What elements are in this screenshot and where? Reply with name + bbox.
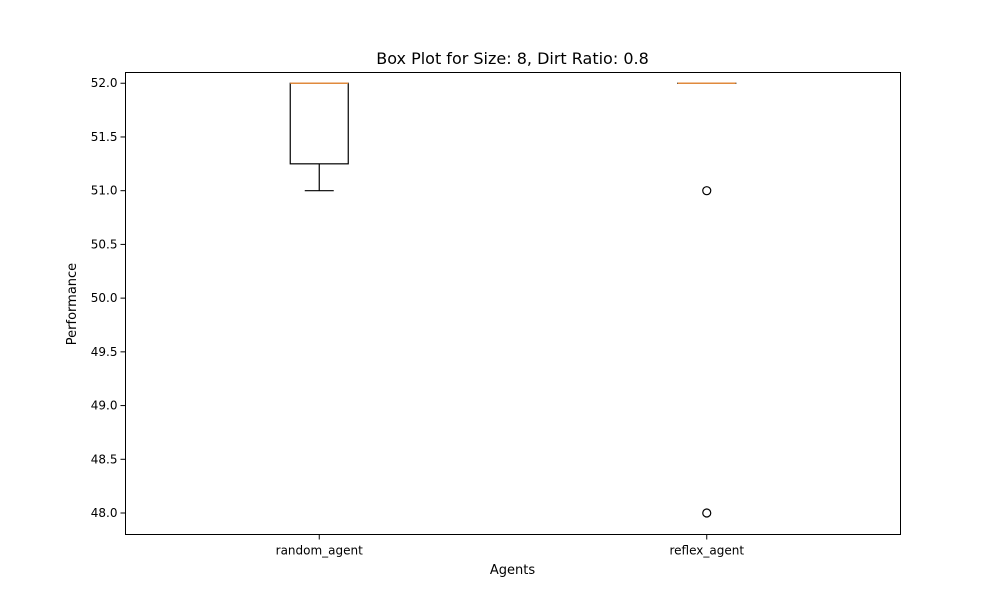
y-tick-label: 49.5 (91, 345, 118, 359)
y-tick-label: 49.0 (91, 399, 118, 413)
y-tick-label: 50.0 (91, 291, 118, 305)
x-axis: random_agent reflex_agent (276, 534, 744, 558)
boxes (289, 82, 737, 518)
chart-title: Box Plot for Size: 8, Dirt Ratio: 0.8 (376, 49, 649, 68)
x-tick-label: reflex_agent (669, 544, 744, 558)
y-axis: 48.0 48.5 49.0 49.5 50.0 50.5 51.0 51.5 52.0 (91, 76, 126, 520)
x-tick-label: random_agent (276, 544, 364, 558)
y-axis-label: Performance (65, 263, 80, 345)
x-axis-label: Agents (490, 563, 535, 578)
plot-frame (125, 72, 901, 535)
y-tick-label: 48.0 (91, 506, 118, 520)
box-iqr (289, 82, 349, 165)
y-tick-label: 51.0 (91, 184, 118, 198)
y-tick-label: 51.5 (91, 130, 118, 144)
y-tick-label: 52.0 (91, 76, 118, 90)
y-tick-label: 50.5 (91, 237, 118, 251)
y-tick-label: 48.5 (91, 452, 118, 466)
outlier-point (702, 508, 712, 518)
box-random_agent (289, 82, 349, 192)
box-reflex_agent (677, 82, 737, 518)
outlier-point (702, 186, 712, 196)
